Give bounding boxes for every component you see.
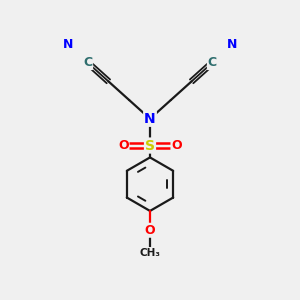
Text: CH₃: CH₃ — [140, 248, 160, 257]
Text: N: N — [226, 38, 237, 51]
Text: O: O — [145, 224, 155, 237]
Text: S: S — [145, 139, 155, 152]
Text: O: O — [118, 139, 129, 152]
Text: C: C — [83, 56, 92, 69]
Text: N: N — [63, 38, 74, 51]
Text: O: O — [171, 139, 182, 152]
Text: N: N — [144, 112, 156, 126]
Text: C: C — [208, 56, 217, 69]
